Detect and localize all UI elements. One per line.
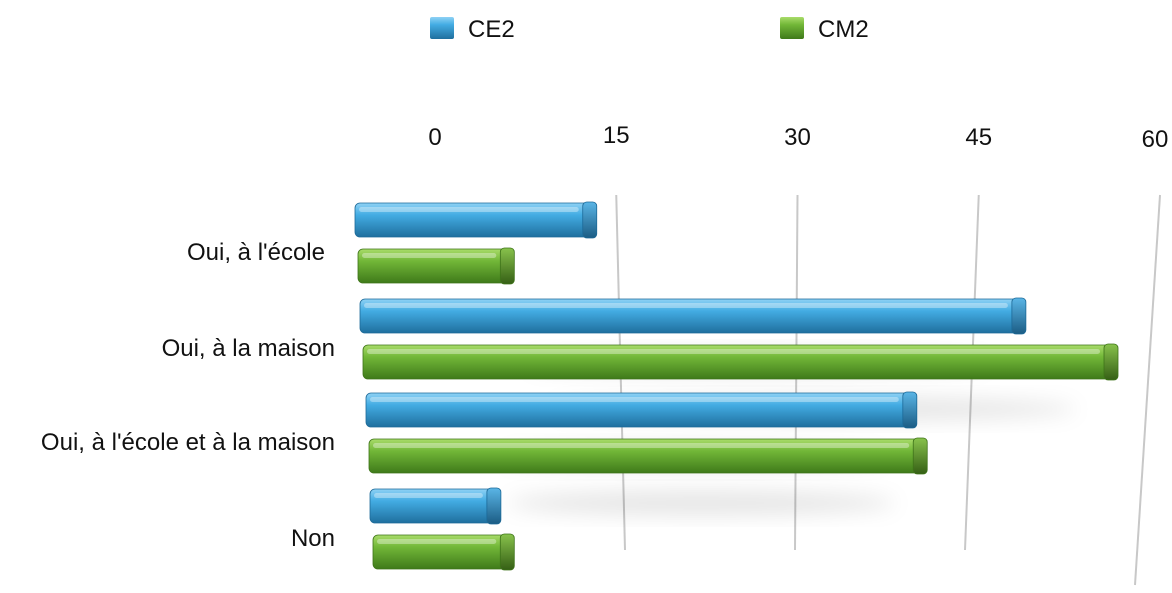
legend-label: CE2 <box>468 16 515 43</box>
labels: 0 15 30 45 60 Oui, à l'école Oui, à la maison O… <box>41 122 1168 552</box>
bar-end-cap <box>486 487 502 525</box>
legend-swatch <box>780 17 804 39</box>
bar-highlight <box>374 493 483 498</box>
bars <box>354 201 1119 571</box>
bar-end-cap <box>499 247 515 285</box>
bar-end-cap <box>1103 343 1119 381</box>
legend-label: CM2 <box>818 16 869 43</box>
bar-end-cap <box>912 437 928 475</box>
category-label: Oui, à la maison <box>162 335 335 362</box>
bar-highlight <box>364 303 1008 308</box>
category-label: Non <box>291 525 335 552</box>
bar-ce2 <box>369 487 502 525</box>
x-tick-label: 15 <box>603 122 630 149</box>
bar-highlight <box>362 253 497 258</box>
bar-end-cap <box>1011 297 1027 335</box>
bar-cm2 <box>357 247 515 285</box>
x-tick-label: 60 <box>1142 126 1169 153</box>
legend: CE2 CM2 <box>430 16 869 43</box>
bar-highlight <box>370 397 899 402</box>
bar-highlight <box>359 207 579 212</box>
bar-cm2 <box>362 343 1119 381</box>
legend-item-cm2: CM2 <box>780 16 869 43</box>
bar-end-cap <box>902 391 918 429</box>
category-label: Oui, à l'école et à la maison <box>41 429 335 456</box>
bar-ce2 <box>354 201 598 239</box>
bar-highlight <box>377 539 497 544</box>
category-label: Oui, à l'école <box>187 239 325 266</box>
x-tick-label: 45 <box>965 124 992 151</box>
bar-highlight <box>367 349 1101 354</box>
x-tick-label: 30 <box>784 124 811 151</box>
grid <box>615 194 1161 586</box>
gridline <box>1134 194 1161 586</box>
x-tick-label: 0 <box>428 124 441 151</box>
bar-ce2 <box>365 391 918 429</box>
bar-cm2 <box>368 437 928 475</box>
bar-shadow <box>507 491 896 515</box>
bar-end-cap <box>582 201 598 239</box>
legend-item-ce2: CE2 <box>430 16 515 43</box>
bar-cm2 <box>372 533 515 571</box>
bar-highlight <box>373 443 910 448</box>
bar-end-cap <box>499 533 515 571</box>
bar-ce2 <box>359 297 1027 335</box>
legend-swatch <box>430 17 454 39</box>
